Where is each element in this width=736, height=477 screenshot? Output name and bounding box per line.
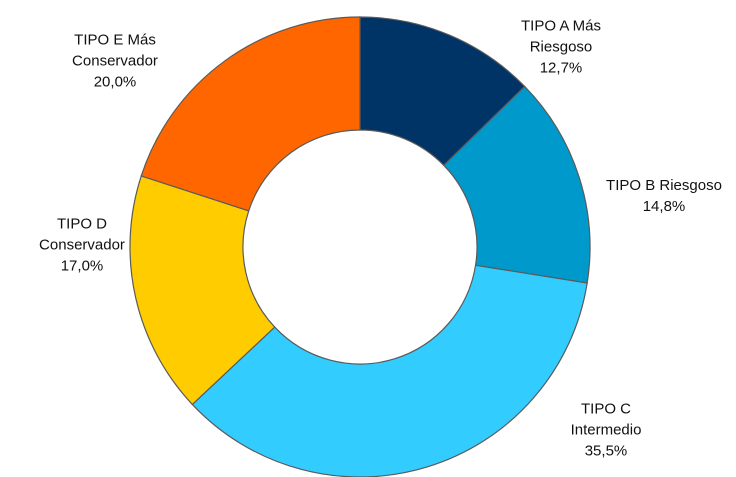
- value-label: 20,0%: [93, 73, 137, 91]
- category-label: TIPO A Más Riesgoso: [520, 17, 602, 56]
- slice-label: TIPO C Intermedio 35,5%: [551, 399, 661, 462]
- slice-label: TIPO D Conservador 17,0%: [27, 214, 137, 277]
- donut-slice: [129, 175, 276, 406]
- category-label: TIPO B Riesgoso: [606, 177, 722, 194]
- category-label: TIPO C Intermedio: [570, 400, 642, 439]
- value-label: 14,8%: [642, 198, 686, 215]
- value-label: 12,7%: [539, 59, 583, 77]
- donut-slice: [191, 264, 588, 477]
- value-label: 35,5%: [584, 442, 628, 460]
- category-label: TIPO E Más Conservador: [72, 31, 158, 70]
- category-label: TIPO D Conservador: [39, 215, 125, 254]
- slice-label: TIPO A Más Riesgoso 12,7%: [506, 16, 616, 79]
- slice-label: TIPO E Más Conservador 20,0%: [50, 30, 180, 93]
- donut-slice: [140, 16, 361, 212]
- slice-label: TIPO B Riesgoso 14,8%: [589, 175, 736, 217]
- value-label: 17,0%: [60, 257, 104, 275]
